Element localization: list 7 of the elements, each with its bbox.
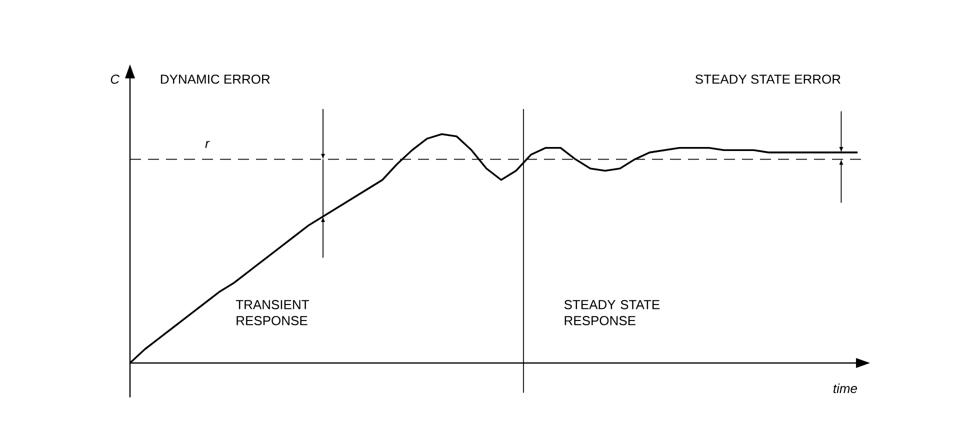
annotation: TRANSIENT RESPONSE (236, 300, 309, 326)
text: DYNAMIC ERROR (160, 74, 270, 84)
x-axis-title: time (834, 384, 857, 394)
y-axis-title: C (110, 74, 120, 84)
annotation: STEADY STATE RESPONSE (564, 300, 660, 326)
text: STEADY STATE ERROR (695, 74, 840, 84)
ref-line-label: r (205, 140, 210, 148)
